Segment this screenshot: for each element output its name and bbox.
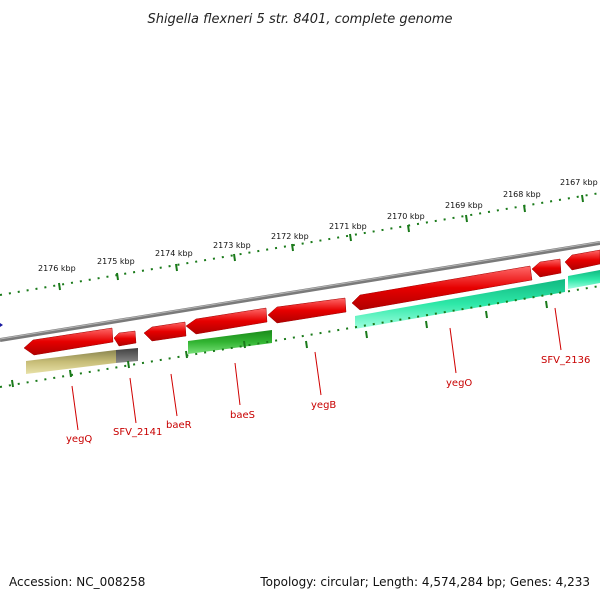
tick-label: 2172 kbp: [271, 232, 309, 241]
tick-label: 2169 kbp: [445, 201, 483, 210]
tick-label: 2173 kbp: [213, 241, 251, 250]
outer-ruler-major-ticks: [58, 194, 584, 291]
feature-bar-gray: [116, 348, 138, 363]
tick-label: 2168 kbp: [503, 190, 541, 199]
gene-label-yegb: yegB: [311, 400, 336, 411]
tick-label: 2175 kbp: [97, 257, 135, 266]
cds-arrow: [564, 249, 600, 271]
feature-bar-olive: [26, 350, 116, 374]
cds-arrow: [23, 327, 114, 356]
gene-label-yegq: yegQ: [66, 434, 92, 445]
cds-arrow: [351, 265, 533, 311]
genome-backbone: [0, 241, 600, 342]
accession-text: Accession: NC_008258: [9, 575, 145, 589]
gene-label-sfv-2136: SFV_2136: [541, 355, 590, 366]
leader-lines: [71, 307, 562, 431]
gene-label-sfv-2141: SFV_2141: [113, 427, 162, 438]
page-title: Shigella flexneri 5 str. 8401, complete …: [147, 12, 452, 27]
cds-arrow: [531, 258, 562, 278]
cds-track: [23, 249, 600, 356]
cds-arrow: [267, 297, 347, 324]
feature-track: [26, 270, 600, 374]
gene-label-baes: baeS: [230, 410, 255, 421]
feature-bar-teal: [568, 270, 600, 289]
feature-bar-green: [188, 330, 272, 354]
cds-arrow: [143, 321, 187, 342]
genome-summary-text: Topology: circular; Length: 4,574,284 bp…: [259, 575, 590, 589]
inner-ruler-major-ticks: [11, 300, 548, 388]
gene-label-yego: yegO: [446, 378, 472, 389]
tick-label: 2167 kbp: [560, 178, 598, 187]
gene-label-baer: baeR: [166, 420, 192, 431]
gene-labels: yegQ SFV_2141 baeR baeS yegB yegO SFV_21…: [66, 355, 590, 445]
tick-labels: 2176 kbp 2175 kbp 2174 kbp 2173 kbp 2172…: [38, 178, 598, 273]
cds-arrow: [113, 330, 137, 347]
tick-label: 2174 kbp: [155, 249, 193, 258]
feature-bar-teal: [355, 279, 565, 329]
cds-arrow: [185, 307, 268, 335]
tick-label: 2171 kbp: [329, 222, 367, 231]
tick-label: 2176 kbp: [38, 264, 76, 273]
strand-marker-icon: [0, 323, 3, 327]
genome-backbone-highlight: [0, 241, 600, 340]
tick-label: 2170 kbp: [387, 212, 425, 221]
